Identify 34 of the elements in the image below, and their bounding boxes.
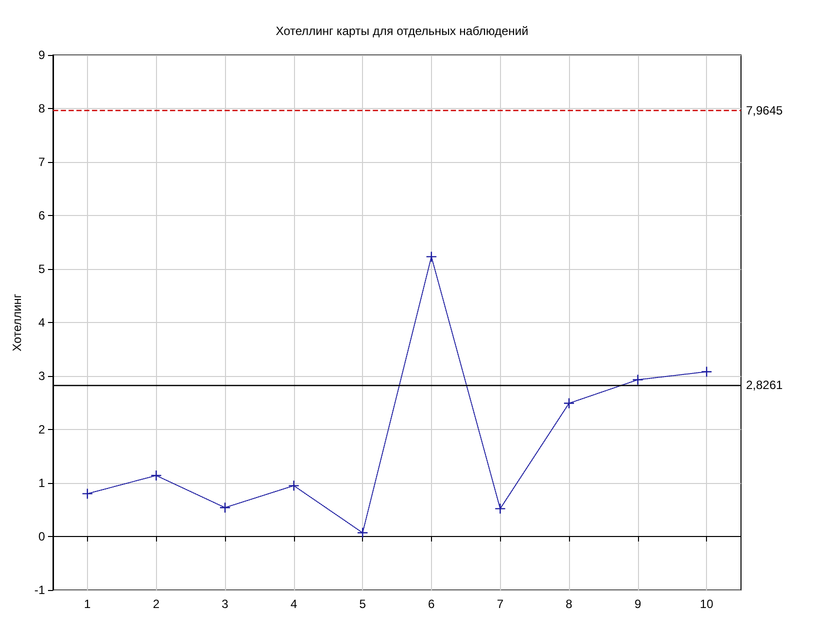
point <box>82 488 92 499</box>
y-tick-label: 5 <box>38 262 46 276</box>
y-tick-label: 4 <box>38 316 46 330</box>
x-tick-label: 5 <box>359 597 366 611</box>
y-tick-label: 2 <box>38 422 46 436</box>
point <box>632 374 643 385</box>
y-tick-label: 6 <box>38 208 46 222</box>
x-tick-label: 6 <box>428 597 436 611</box>
x-tick-label: 3 <box>222 597 229 611</box>
point <box>288 480 299 491</box>
y-tick-label: 3 <box>38 369 46 383</box>
x-tick-label: 1 <box>84 597 92 611</box>
point <box>495 504 506 514</box>
point <box>151 470 162 481</box>
y-tick-label: 7 <box>38 155 46 169</box>
x-tick-label: 7 <box>496 597 504 611</box>
y-axis-title: Хотеллинг <box>10 293 24 352</box>
y-tick-label: -1 <box>34 583 46 597</box>
chart-title: Хотеллинг карты для отдельных наблюдений <box>276 24 528 38</box>
x-tick-label: 9 <box>634 597 642 611</box>
point <box>564 398 574 408</box>
x-tick-label: 8 <box>566 597 573 611</box>
y-tick-label: 1 <box>38 476 46 490</box>
ref-line-label: 2,8261 <box>746 378 784 392</box>
y-tick-label: 9 <box>38 48 46 62</box>
y-tick-label: 0 <box>38 530 46 544</box>
x-tick-label: 2 <box>152 597 160 611</box>
point <box>426 252 436 262</box>
ref-line-label: 7,9645 <box>746 104 784 118</box>
point <box>702 366 712 377</box>
y-tick-label: 8 <box>38 102 46 116</box>
x-tick-label: 4 <box>290 597 298 611</box>
point <box>358 528 368 538</box>
x-tick-label: 10 <box>700 597 714 611</box>
